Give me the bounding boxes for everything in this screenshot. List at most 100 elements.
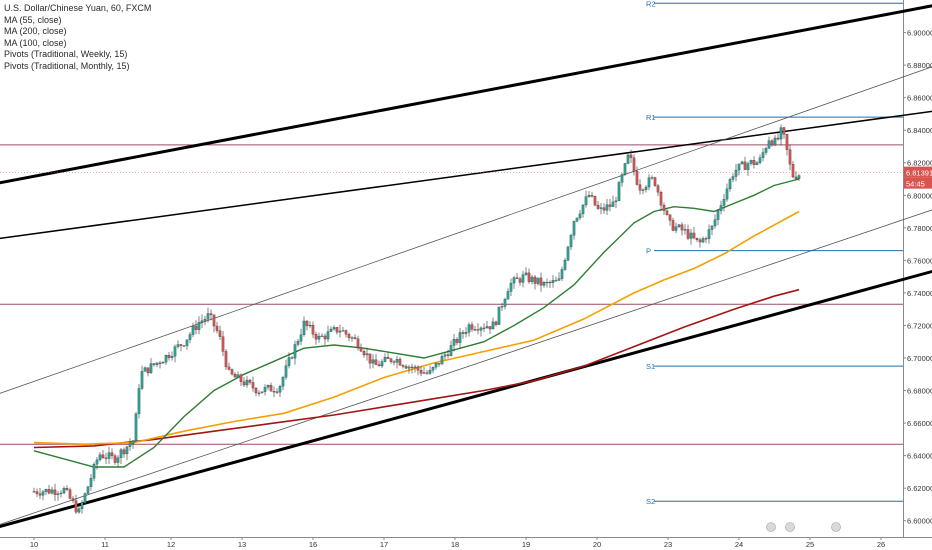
candle-body xyxy=(458,332,462,343)
candle-body xyxy=(158,362,162,364)
candle-body xyxy=(365,353,369,356)
candle-body xyxy=(71,498,75,501)
candle-body xyxy=(797,175,801,179)
candle-body xyxy=(239,374,243,383)
pivot-label-r1: R1 xyxy=(646,113,656,122)
candle-body xyxy=(617,182,621,201)
candle-body xyxy=(524,272,528,275)
candle-body xyxy=(596,205,600,209)
legend-ma200: MA (200, close) xyxy=(4,26,67,36)
trend-line-thick[interactable] xyxy=(0,269,932,528)
candle-body xyxy=(53,489,57,495)
candle-body xyxy=(236,374,240,378)
candle-body xyxy=(725,188,729,200)
economic-event-icon[interactable] xyxy=(766,522,776,532)
candle-body xyxy=(80,502,84,509)
y-tick-label: 6.90000 xyxy=(907,29,932,38)
candle-body xyxy=(293,344,297,359)
candle-body xyxy=(629,154,633,158)
candle-body xyxy=(545,281,549,284)
candle-body xyxy=(368,353,372,364)
candle-body xyxy=(614,200,618,203)
candle-body xyxy=(560,269,564,279)
trend-line-thick[interactable] xyxy=(0,4,932,185)
candle-body xyxy=(119,449,123,458)
candle-body xyxy=(452,339,456,346)
candle-body xyxy=(533,276,537,284)
candle-body xyxy=(95,459,99,465)
candle-body xyxy=(170,356,174,358)
trend-line-thin[interactable] xyxy=(0,65,932,395)
candle-body xyxy=(395,359,399,363)
candle-body xyxy=(794,176,798,179)
candle-body xyxy=(698,239,702,243)
candle-body xyxy=(638,184,642,191)
candle-body xyxy=(641,189,645,191)
candle-body xyxy=(773,137,777,146)
candle-body xyxy=(146,367,150,374)
candle-body xyxy=(434,363,438,368)
candle-body xyxy=(761,152,765,158)
candle-body xyxy=(350,337,354,339)
candle-body xyxy=(689,232,693,239)
trend-line-thin[interactable] xyxy=(0,208,932,526)
candle-body xyxy=(704,238,708,240)
candle-body xyxy=(41,491,45,496)
candle-body xyxy=(611,201,615,207)
candle-body xyxy=(632,157,636,172)
candle-body xyxy=(38,493,42,496)
candle-body xyxy=(539,277,543,286)
candle-body xyxy=(707,229,711,239)
candle-body xyxy=(770,140,774,146)
candle-body xyxy=(755,162,759,165)
pivot-label-s2: S2 xyxy=(646,497,655,506)
candle-body xyxy=(563,260,567,270)
candle-body xyxy=(32,491,36,493)
candle-body xyxy=(68,489,72,499)
candle-body xyxy=(737,163,741,171)
candle-body xyxy=(221,336,225,352)
candle-body xyxy=(488,326,492,330)
candle-body xyxy=(449,345,453,356)
economic-event-icon[interactable] xyxy=(785,522,795,532)
candle-body xyxy=(446,354,450,356)
candle-body xyxy=(134,413,138,441)
candle-body xyxy=(296,341,300,345)
countdown-label: 54:45 xyxy=(906,180,925,189)
candle-body xyxy=(161,362,165,364)
candle-body xyxy=(776,137,780,140)
candle-body xyxy=(131,440,135,444)
candle-body xyxy=(233,374,237,378)
candle-body xyxy=(194,325,198,330)
x-tick-label: 25 xyxy=(806,540,814,549)
candle-body xyxy=(44,489,48,492)
candle-body xyxy=(254,387,258,394)
candle-body xyxy=(278,386,282,393)
candle-body xyxy=(644,186,648,190)
candle-body xyxy=(104,457,108,459)
candle-body xyxy=(269,385,273,392)
candle-body xyxy=(263,387,267,392)
candle-body xyxy=(374,359,378,365)
candle-body xyxy=(326,331,330,340)
candle-body xyxy=(332,327,336,330)
last-price-badge xyxy=(904,166,932,178)
candle-body xyxy=(347,334,351,339)
y-tick-label: 6.80000 xyxy=(907,191,932,200)
candle-body xyxy=(566,246,570,261)
candle-body xyxy=(551,280,555,284)
candle-body xyxy=(59,492,63,494)
candle-body xyxy=(428,370,432,374)
legend-ma100: MA (100, close) xyxy=(4,37,67,48)
candle-body xyxy=(647,177,651,188)
candle-body xyxy=(734,169,738,177)
candle-body xyxy=(425,372,429,374)
candle-body xyxy=(167,355,171,358)
x-tick-label: 16 xyxy=(309,540,317,549)
candle-body xyxy=(137,388,141,414)
candle-body xyxy=(149,363,153,374)
candle-body xyxy=(701,238,705,243)
economic-event-icon[interactable] xyxy=(831,522,841,532)
candle-body xyxy=(176,344,180,347)
